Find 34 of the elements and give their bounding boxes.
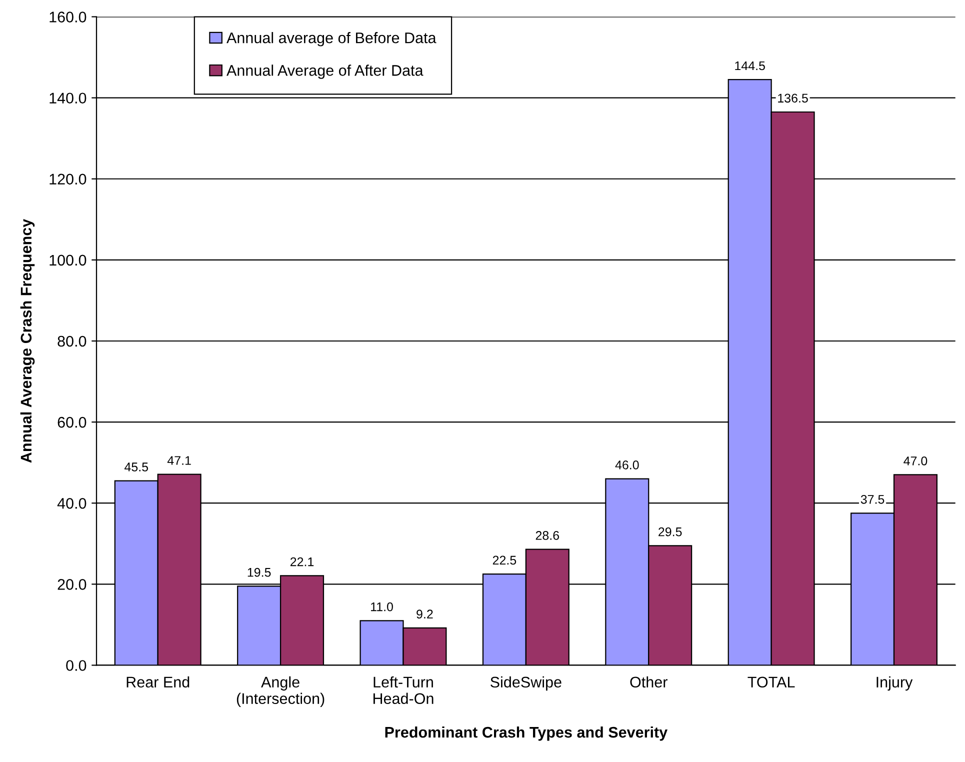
data-label: 11.0 <box>371 602 393 612</box>
y-axis-title: Annual Average Crash Frequency <box>20 218 35 463</box>
y-tick-label: 160.0 <box>50 12 86 22</box>
y-tick-label: 60.0 <box>58 416 86 428</box>
data-label: 9.2 <box>416 610 433 619</box>
data-label: 46.0 <box>615 460 639 470</box>
x-tick-label: Rear End <box>126 676 190 688</box>
data-label: 144.5 <box>735 61 765 70</box>
x-tick-label: SideSwipe <box>490 676 562 691</box>
x-tick-label: TOTAL <box>748 676 795 688</box>
data-label: 29.5 <box>658 527 682 536</box>
data-label: 136.5 <box>778 94 808 103</box>
legend-label: Annual average of Before Data <box>226 32 436 46</box>
data-label: 45.5 <box>124 462 148 472</box>
y-tick-label: 80.0 <box>58 336 86 347</box>
y-tick-label: 40.0 <box>57 498 86 509</box>
data-label: 28.6 <box>536 531 560 540</box>
data-label: 19.5 <box>248 568 271 577</box>
data-label: 22.5 <box>492 556 516 565</box>
legend-label: Annual Average of After Data <box>226 64 424 79</box>
x-tick-label: Angle (Intersection) <box>236 676 324 708</box>
y-tick-label: 20.0 <box>58 579 86 590</box>
x-tick-label: Injury <box>876 676 913 691</box>
y-tick-label: 0.0 <box>66 660 86 671</box>
y-tick-label: 140.0 <box>50 92 86 104</box>
x-axis-title: Predominant Crash Types and Severity <box>385 726 668 741</box>
x-tick-label: Left-Turn Head-On <box>373 676 434 704</box>
y-tick-label: 120.0 <box>50 174 86 185</box>
data-label: 37.5 <box>860 494 884 504</box>
data-label: 47.0 <box>904 456 928 466</box>
x-tick-label: Other <box>630 676 668 688</box>
data-label: 47.1 <box>167 456 191 465</box>
data-label: 22.1 <box>290 557 314 566</box>
y-tick-label: 100.0 <box>50 254 86 266</box>
